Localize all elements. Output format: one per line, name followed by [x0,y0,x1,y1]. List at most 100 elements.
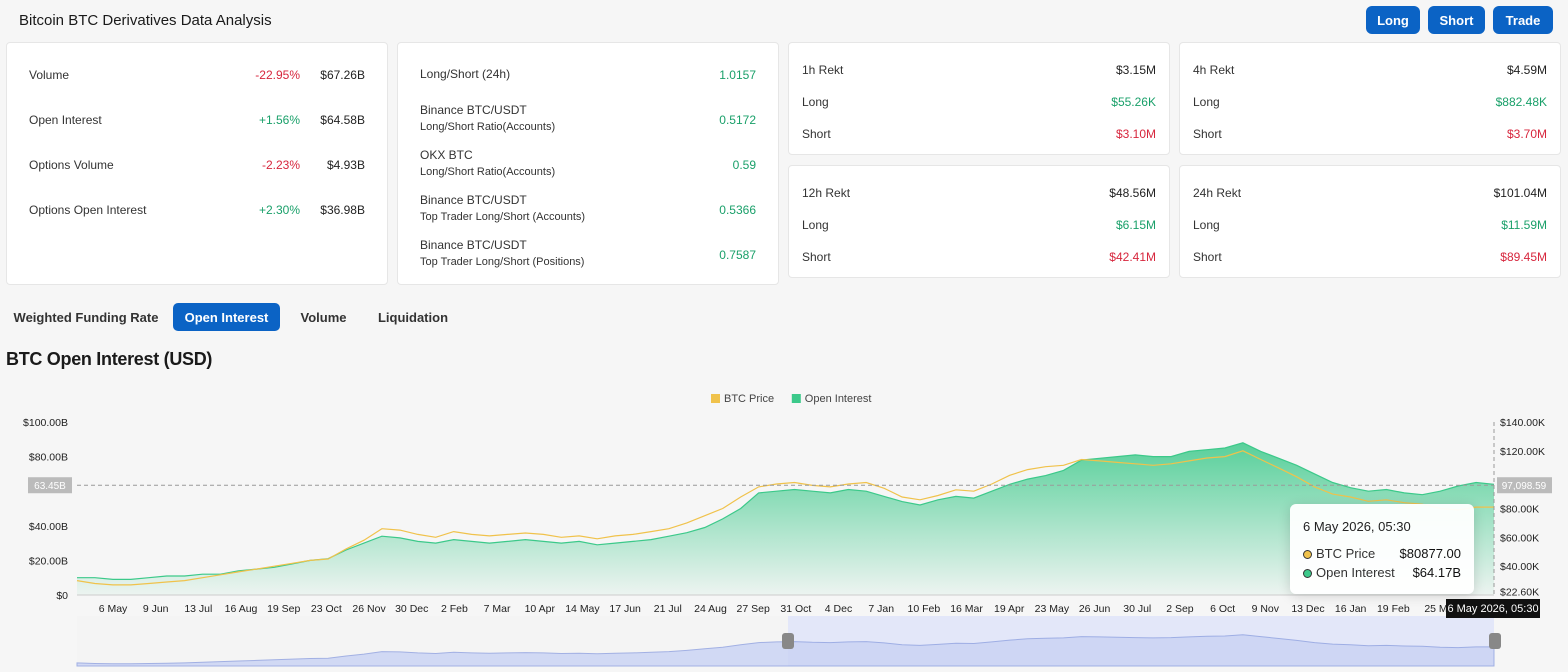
stat-label: Open Interest [29,113,102,127]
x-axis-tick-label: 30 Jul [1123,603,1151,615]
tooltip-label: BTC Price [1316,546,1376,561]
x-axis-tick-label: 23 May [1035,603,1070,615]
rekt-long-label: Long [802,218,829,232]
ratio-metric: Long/Short Ratio(Accounts) [420,166,556,178]
x-axis-tick-label: 16 Mar [950,603,983,615]
rekt-title: 4h Rekt [1193,63,1235,77]
crosshair-right-badge [1497,477,1552,494]
ratio-exchange: OKX BTC [420,148,473,162]
trade-button[interactable]: Trade [1493,6,1553,34]
open-interest-chart[interactable]: BTC Price Open Interest $0 $20.00B $40.00B $8… [0,380,1568,672]
x-axis-tick-label: 7 Mar [484,603,511,615]
rekt-short-value: $3.70M [1506,127,1547,141]
rekt-long-value: $882.48K [1495,95,1547,109]
rekt-card-1h: 1h Rekt $3.15M Long $55.26K Short $3.10M [788,42,1170,155]
x-axis-tick-label: 7 Jan [868,603,894,615]
left-axis-tick-label: $80.00B [29,452,68,464]
rekt-long-value: $6.15M [1115,218,1156,232]
x-axis-tick-label: 10 Apr [525,603,556,615]
x-axis-tick-label: 16 Aug [225,603,258,615]
range-selector-preview [76,634,1495,667]
rekt-short-value: $3.10M [1115,127,1156,141]
x-axis-tick-label: 9 Jun [143,603,169,615]
range-handle-left-icon [782,633,794,649]
rekt-card-12h: 12h Rekt $48.56M Long $6.15M Short $42.4… [788,165,1170,278]
x-axis-tick-label: 2 Feb [441,603,468,615]
x-axis-tick-label: 26 Nov [352,603,386,615]
legend-label: BTC Price [724,393,774,405]
ratio-metric: Top Trader Long/Short (Positions) [420,256,585,268]
stat-change: -22.95% [255,68,300,82]
right-axis-tick-label: $40.00K [1500,561,1539,573]
tooltip-value: $80877.00 [1399,546,1461,561]
ratio-value: 0.5366 [719,203,756,217]
ratio-exchange: Binance BTC/USDT [420,103,527,117]
right-axis-tick-label: $120.00K [1500,446,1545,458]
tab-liquidation[interactable]: Liquidation [377,309,449,325]
ratio-value: 1.0157 [719,68,756,82]
x-axis-tick-label: 14 May [565,603,600,615]
legend-swatch-btc-price [711,394,720,403]
ratio-exchange: Binance BTC/USDT [420,238,527,252]
tab-open-interest[interactable]: Open Interest [173,303,280,331]
rekt-long-value: $11.59M [1501,218,1547,232]
x-axis-tick-label: 19 Feb [1377,603,1410,615]
right-axis-tick-label: $80.00K [1500,504,1539,516]
rekt-total: $101.04M [1493,186,1547,200]
left-axis-tick-label: $100.00B [23,417,68,429]
ratio-label: Binance BTC/USDT Top Trader Long/Short (… [420,192,585,226]
tooltip-value: $64.17B [1412,565,1461,580]
ratio-label: OKX BTC Long/Short Ratio(Accounts) [420,147,555,181]
ratio-label: Long/Short (24h) [420,67,511,81]
x-axis-tick-label: 27 Sep [737,603,770,615]
crosshair-right-label: 97,098.59 [1502,481,1547,492]
long-button[interactable]: Long [1366,6,1420,34]
x-axis-tick-label: 30 Dec [395,603,428,615]
x-axis-tick-label: 21 Jul [654,603,682,615]
long-short-ratio-card: Long/Short (24h) 1.0157 Binance BTC/USDT… [397,42,779,285]
crosshair-time-badge: 6 May 2026, 05:30 [1446,599,1540,618]
ratio-metric: Top Trader Long/Short (Accounts) [420,211,586,223]
left-axis-tick-label: $20.00B [29,555,68,567]
rekt-card-4h: 4h Rekt $4.59M Long $882.48K Short $3.70… [1179,42,1561,155]
rekt-short-label: Short [802,127,831,141]
stat-value: $4.93B [326,158,365,172]
stat-change: +1.56% [258,113,300,127]
rekt-long-label: Long [1193,218,1220,232]
crosshair-left-badge [28,477,72,494]
x-axis-tick-label: 10 Feb [908,603,941,615]
tooltip-row-open-interest: Open Interest $64.17B [1303,565,1461,580]
ratio-value: 0.7587 [719,248,756,262]
x-axis-tick-label: 17 Jun [609,603,641,615]
ratio-exchange: Binance BTC/USDT [420,193,527,207]
stat-value: $64.58B [320,113,365,127]
rekt-total: $48.56M [1109,186,1156,200]
tab-weighted-funding-rate[interactable]: Weighted Funding Rate [13,309,159,325]
left-axis-tick-label: $0 [56,590,68,602]
stat-label: Options Volume [29,158,114,172]
tab-volume[interactable]: Volume [300,309,347,325]
rekt-short-value: $89.45M [1500,250,1547,264]
rekt-short-label: Short [1193,250,1222,264]
tooltip-label: Open Interest [1316,565,1395,580]
legend-label: Open Interest [805,393,872,405]
x-axis-tick-label: 23 Oct [311,603,342,615]
stat-value: $67.26B [320,68,365,82]
btc-price-dot-icon [1303,550,1312,559]
short-button[interactable]: Short [1428,6,1485,34]
x-axis-tick-label: 19 Apr [994,603,1025,615]
chart-tooltip: 6 May 2026, 05:30 BTC Price $80877.00 Op… [1290,504,1474,594]
stat-change: -2.23% [261,158,300,172]
x-axis-tick-label: 13 Jul [184,603,212,615]
x-axis-tick-label: 24 Aug [694,603,727,615]
ratio-label: Binance BTC/USDT Long/Short Ratio(Accoun… [420,102,555,136]
open-interest-area [77,442,1494,595]
range-handle-right-icon [1489,633,1501,649]
stat-change: +2.30% [258,203,300,217]
rekt-long-label: Long [802,95,829,109]
rekt-card-24h: 24h Rekt $101.04M Long $11.59M Short $89… [1179,165,1561,278]
crosshair-left-label: 63.45B [34,481,66,492]
x-axis-tick-label: 6 May [99,603,128,615]
tooltip-row-btc-price: BTC Price $80877.00 [1303,546,1461,561]
market-stats-card: Volume -22.95% $67.26B Open Interest +1.… [6,42,388,285]
